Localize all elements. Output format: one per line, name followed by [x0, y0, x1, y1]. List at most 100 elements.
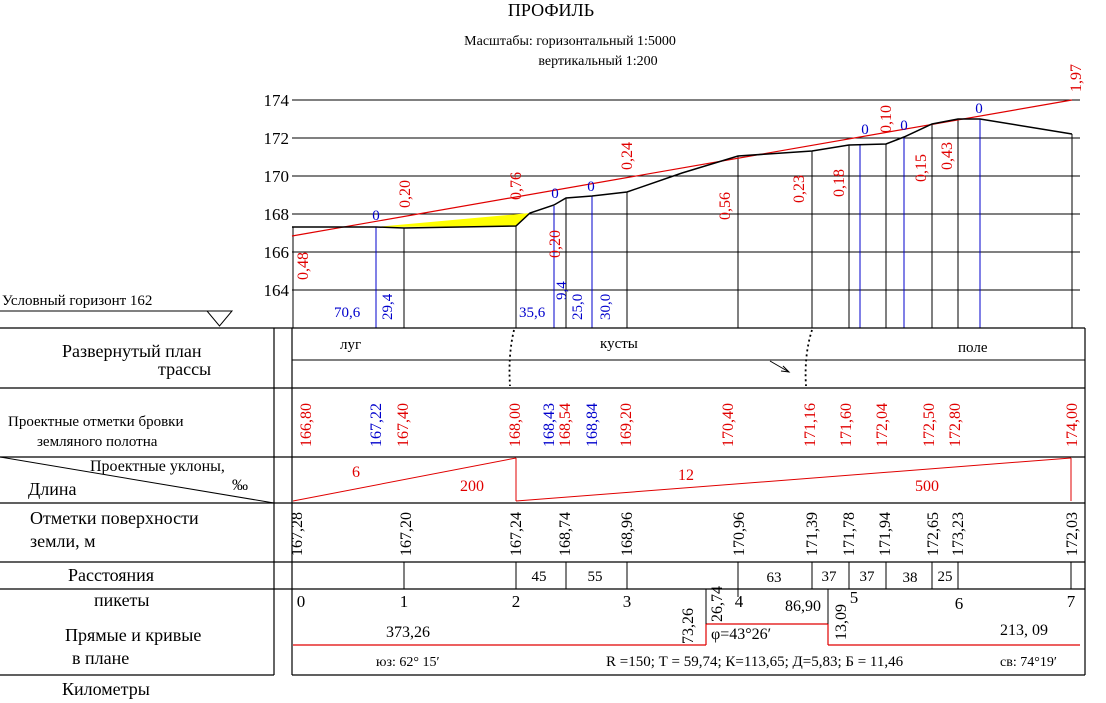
bearing-2: св: 74°19′: [1000, 655, 1057, 670]
surface-mark: 173,23: [950, 512, 967, 556]
distance-value: 25: [938, 569, 953, 585]
surface-marks: 167,28 167,20 167,24 168,74 168,96 170,9…: [289, 512, 1081, 556]
distance-value: 38: [903, 570, 918, 586]
work-mark: 0,76: [508, 172, 525, 200]
slope-values: 6 200 12 500: [352, 464, 939, 495]
plan-line: [293, 623, 1080, 646]
design-mark: 171,16: [802, 403, 819, 447]
surface-mark: 171,78: [841, 512, 858, 556]
straight-length: 373,26: [386, 624, 430, 641]
zero-mark: 0: [975, 101, 983, 117]
terrain-labels: луг кусты поле: [340, 336, 988, 356]
slope-grade: 12: [678, 467, 694, 484]
y-tick-label: 170: [264, 167, 290, 186]
curve-angle: φ=43°26′: [711, 626, 771, 643]
design-mark: 169,20: [618, 403, 635, 447]
surface-mark: 167,24: [508, 512, 525, 556]
row-label-surface-2: земли, м: [30, 531, 96, 551]
picket-label: 0: [297, 592, 306, 611]
slope-length: 500: [915, 478, 939, 495]
row-label-design: Проектные отметки бровки: [8, 414, 184, 430]
row-label-design-2: земляного полотна: [37, 434, 158, 450]
ground-surface-line: [292, 118, 1073, 229]
zero-distance: 30,0: [598, 294, 614, 320]
picket-labels: 0 1 2 3 4 5 6 7: [297, 588, 1076, 613]
row-label-surface: Отметки поверхности: [30, 508, 199, 528]
work-mark: 0,23: [791, 175, 808, 203]
zero-mark: 0: [587, 179, 595, 195]
work-mark: 0,20: [547, 230, 564, 258]
row-label-length: Длина: [28, 479, 77, 499]
work-mark: 0,20: [397, 180, 414, 208]
work-mark: 0,24: [619, 142, 636, 170]
zero-mark: 0: [551, 186, 559, 202]
row-label-plan-2: трассы: [158, 359, 211, 379]
work-mark: 0,48: [295, 252, 312, 280]
row-label-curves-2: в плане: [72, 648, 129, 668]
terrain-boundary: [508, 329, 515, 387]
row-label-slopes: Проектные уклоны,: [90, 458, 225, 475]
distance-value: 37: [822, 569, 838, 585]
zero-distance: 35,6: [519, 305, 546, 321]
design-mark: 174,00: [1064, 403, 1081, 447]
fill-area: [376, 213, 530, 227]
row-labels: Развернутый план трассы Проектные отметк…: [8, 341, 248, 699]
row-label-curves: Прямые и кривые: [65, 625, 201, 645]
picket-label: 4: [735, 592, 744, 611]
surface-mark: 170,96: [731, 512, 748, 556]
curve-end-value: 13,09: [833, 604, 850, 640]
zero-distances: 70,6 29,4 35,6 9,4 25,0 30,0: [334, 281, 614, 321]
design-marks: 166,80 167,22 167,40 168,00 168,43 168,5…: [298, 403, 1081, 447]
surface-mark: 171,39: [804, 512, 821, 556]
distance-value: 37: [860, 569, 876, 585]
y-tick-label: 164: [264, 281, 290, 300]
design-mark: 171,60: [838, 403, 855, 447]
distance-value: 63: [767, 570, 782, 586]
picket-label: 7: [1067, 592, 1076, 611]
row-label-kilometers: Километры: [62, 679, 150, 699]
design-mark: 167,40: [395, 403, 412, 447]
zero-distance: 70,6: [334, 305, 361, 321]
row-label-plan: Развернутый план: [62, 341, 202, 361]
design-mark: 172,80: [947, 403, 964, 447]
title: ПРОФИЛЬ: [508, 0, 594, 20]
ground-ordinates: [292, 119, 1073, 328]
picket-label: 5: [850, 588, 859, 607]
design-mark: 168,43: [541, 403, 558, 447]
design-mark: 167,22: [368, 403, 385, 447]
design-mark: 166,80: [298, 403, 315, 447]
terrain-label: поле: [958, 340, 988, 356]
design-mark: 172,04: [874, 403, 891, 447]
terrain-boundary: [804, 329, 813, 387]
scale-vertical: вертикальный 1:200: [538, 54, 657, 69]
zero-ordinates: [375, 119, 981, 328]
zero-marks: 0 0 0 0 0 0: [372, 101, 983, 224]
row-label-permille: ‰: [232, 477, 248, 494]
distance-dividers: [403, 562, 1072, 589]
surface-mark: 168,74: [557, 512, 574, 556]
terrain-label: кусты: [600, 336, 638, 352]
surface-mark: 167,28: [289, 512, 306, 556]
plan-values: 373,26 73,26 26,74 86,90 13,09 φ=43°26′ …: [376, 586, 1057, 670]
datum-label: Условный горизонт 162: [2, 293, 152, 309]
row-label-distances: Расстояния: [68, 565, 154, 585]
y-tick-label: 166: [264, 243, 290, 262]
straight-length-2: 213, 09: [1000, 622, 1048, 639]
design-mark: 168,54: [557, 403, 574, 447]
design-mark: 168,00: [507, 403, 524, 447]
work-mark: 0,15: [913, 154, 930, 182]
distance-value: 45: [532, 569, 547, 585]
surface-mark: 172,03: [1064, 512, 1081, 556]
curve-start-value-2: 26,74: [709, 586, 726, 622]
datum-triangle-icon: [205, 310, 234, 327]
y-tick-label: 168: [264, 205, 290, 224]
plan-ticks: [705, 589, 829, 624]
distance-values: 45 55 63 37 37 38 25: [532, 569, 953, 586]
surface-mark: 172,65: [925, 512, 942, 556]
slope-length: 200: [460, 478, 484, 495]
terrain-label: луг: [340, 337, 361, 353]
route-arrow-icon: [769, 360, 791, 373]
design-mark: 172,50: [921, 403, 938, 447]
curve-start-value: 73,26: [680, 608, 697, 644]
